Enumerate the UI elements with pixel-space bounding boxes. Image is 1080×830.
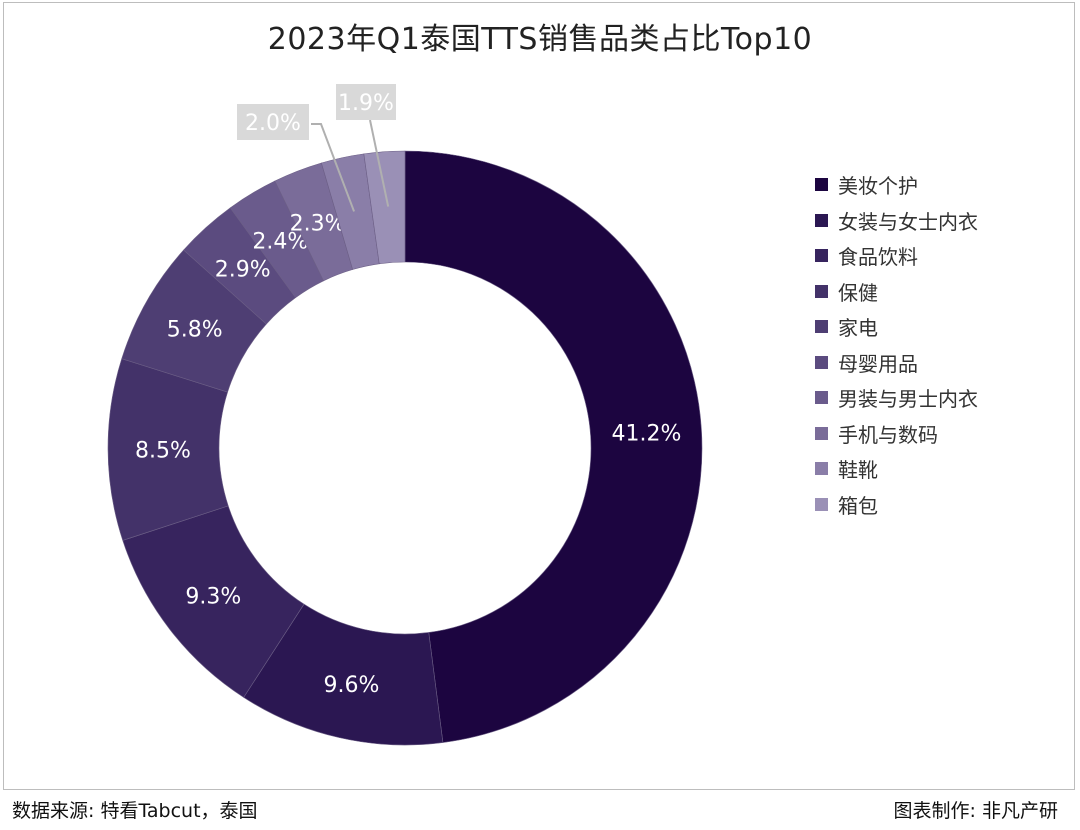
legend-label: 女装与女士内衣 xyxy=(838,209,978,234)
legend-item: 母婴用品 xyxy=(815,345,978,381)
legend-swatch xyxy=(815,284,828,298)
legend-label: 手机与数码 xyxy=(838,422,938,447)
chart-credit: 图表制作: 非凡产研 xyxy=(893,800,1058,822)
legend-label: 家电 xyxy=(838,316,878,341)
legend-item: 女装与女士内衣 xyxy=(815,203,978,239)
legend-label: 食品饮料 xyxy=(838,245,918,270)
slice-label: 2.4% xyxy=(252,230,308,255)
slice-label: 2.9% xyxy=(215,257,271,282)
callout-label: 1.9% xyxy=(338,91,394,116)
slice-label: 8.5% xyxy=(135,438,191,463)
legend-item: 家电 xyxy=(815,309,978,345)
legend-item: 箱包 xyxy=(815,487,978,523)
legend-swatch xyxy=(815,391,828,405)
legend-item: 鞋靴 xyxy=(815,451,978,487)
legend-swatch xyxy=(815,426,828,440)
legend-swatch xyxy=(815,355,828,369)
callout-label: 2.0% xyxy=(245,111,301,136)
legend-item: 男装与男士内衣 xyxy=(815,380,978,416)
data-source: 数据来源: 特看Tabcut，泰国 xyxy=(12,800,258,822)
callout-box xyxy=(237,104,309,140)
legend-swatch xyxy=(815,497,828,511)
legend-item: 手机与数码 xyxy=(815,416,978,452)
callout-leader-line xyxy=(311,123,355,212)
chart-legend: 美妆个护女装与女士内衣 食品饮料保健家电母婴用品男装与男士内衣 手机与数码鞋靴箱包 xyxy=(815,167,978,522)
donut-slice xyxy=(404,150,703,743)
chart-title: 2023年Q1泰国TTS销售品类占比Top10 xyxy=(267,22,813,57)
callout-leader-line xyxy=(369,119,390,207)
slice-label: 9.3% xyxy=(185,585,241,610)
legend-swatch xyxy=(815,249,828,263)
legend-item: 美妆个护 xyxy=(815,167,978,203)
legend-label: 男装与男士内衣 xyxy=(838,387,978,412)
legend-item: 食品饮料 xyxy=(815,238,978,274)
legend-swatch xyxy=(815,462,828,476)
slice-label: 2.3% xyxy=(290,211,346,236)
legend-label: 母婴用品 xyxy=(838,351,918,376)
legend-item: 保健 xyxy=(815,274,978,310)
legend-swatch xyxy=(815,178,828,192)
legend-label: 鞋靴 xyxy=(838,458,878,483)
legend-label: 箱包 xyxy=(838,493,878,518)
callout-box xyxy=(336,84,396,120)
slice-label: 5.8% xyxy=(167,317,223,342)
legend-swatch xyxy=(815,320,828,334)
slice-label: 9.6% xyxy=(324,673,380,698)
slice-label: 41.2% xyxy=(612,422,682,447)
legend-label: 美妆个护 xyxy=(838,174,918,199)
legend-label: 保健 xyxy=(838,280,878,305)
legend-swatch xyxy=(815,213,828,227)
